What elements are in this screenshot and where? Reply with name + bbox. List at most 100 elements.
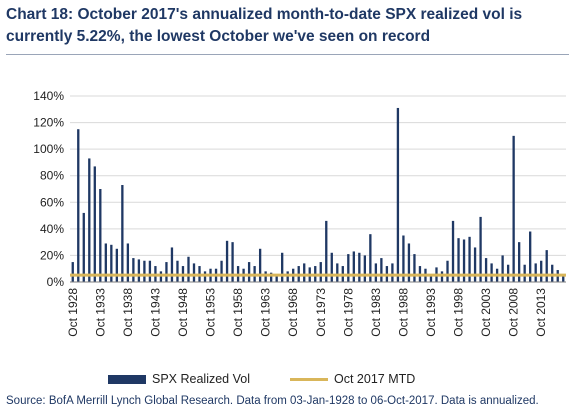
bar-oct-1944 xyxy=(159,271,163,282)
bar-oct-1933 xyxy=(99,189,102,282)
x-tick-label: Oct 1958 xyxy=(231,288,245,337)
y-tick-label: 140% xyxy=(33,89,64,103)
bar-oct-1942 xyxy=(148,260,152,282)
bar-oct-2008 xyxy=(512,135,515,282)
x-tick-label: Oct 1953 xyxy=(204,288,218,337)
bar-oct-1976 xyxy=(336,263,339,282)
bar-oct-1984 xyxy=(380,258,383,282)
bar-oct-2002 xyxy=(479,216,482,282)
bar-oct-1931 xyxy=(88,158,91,282)
bar-oct-1988 xyxy=(402,235,405,282)
bar-oct-1999 xyxy=(462,239,466,282)
bar-oct-1949 xyxy=(187,256,190,282)
bar-oct-1990 xyxy=(413,254,416,282)
bar-oct-1974 xyxy=(325,220,328,282)
bar-oct-1967 xyxy=(286,271,289,282)
bar-oct-1987 xyxy=(396,107,400,282)
bar-oct-1930 xyxy=(82,212,85,282)
legend-item-spx: SPX Realized Vol xyxy=(108,372,250,386)
title-divider xyxy=(6,54,569,55)
bar-oct-1970 xyxy=(303,263,306,282)
bar-oct-1936 xyxy=(115,248,119,282)
x-tick-label: Oct 1973 xyxy=(314,288,328,337)
bar-oct-1975 xyxy=(330,252,333,282)
chart: 0% 20% 40% 60% 80% 100% 120% 140% Oct 1928 Oct 1… xyxy=(33,89,566,337)
bar-oct-2000 xyxy=(468,236,471,282)
x-tick-label: Oct 1988 xyxy=(396,288,410,337)
bar-oct-1938 xyxy=(126,243,130,282)
y-tick-label: 20% xyxy=(40,248,64,262)
bar-oct-1960 xyxy=(247,262,251,282)
bar-oct-1989 xyxy=(407,243,411,282)
bar-oct-1940 xyxy=(137,259,141,282)
x-tick-label: Oct 1928 xyxy=(66,288,80,337)
source-note: Source: BofA Merrill Lynch Global Resear… xyxy=(6,395,539,407)
y-tick-label: 60% xyxy=(40,195,64,209)
legend: SPX Realized Vol Oct 2017 MTD xyxy=(0,372,575,388)
bar-oct-1957 xyxy=(231,242,234,282)
legend-item-mtd: Oct 2017 MTD xyxy=(290,372,415,386)
bar-oct-2004 xyxy=(490,263,493,282)
x-tick-label: Oct 1993 xyxy=(424,288,438,337)
y-axis-labels: 0% 20% 40% 60% 80% 100% 120% 140% xyxy=(33,89,64,289)
bar-oct-1978 xyxy=(347,254,350,282)
x-tick-label: Oct 1938 xyxy=(121,288,135,337)
bar-oct-2012 xyxy=(534,263,537,282)
bar-oct-1983 xyxy=(374,263,378,282)
y-tick-label: 0% xyxy=(47,275,65,289)
bar-oct-1956 xyxy=(225,240,229,282)
bar-oct-2015 xyxy=(551,264,554,282)
bar-oct-2006 xyxy=(501,255,504,282)
bar-oct-1995 xyxy=(440,271,444,282)
bar-oct-1973 xyxy=(319,262,322,282)
bar-oct-2010 xyxy=(523,264,526,282)
bar-oct-1962 xyxy=(258,248,262,282)
legend-label-spx: SPX Realized Vol xyxy=(152,372,250,386)
bar-oct-1964 xyxy=(269,272,273,282)
x-tick-label: Oct 1963 xyxy=(259,288,273,337)
bar-oct-1981 xyxy=(363,255,367,282)
bar-oct-2017 xyxy=(562,275,565,282)
x-tick-label: Oct 2013 xyxy=(534,288,548,337)
bar-oct-2009 xyxy=(517,242,521,282)
x-axis-labels: Oct 1928 Oct 1933 Oct 1938 Oct 1943 Oct 1948… xyxy=(66,288,548,337)
grid-lines xyxy=(70,95,566,256)
bar-oct-1929 xyxy=(77,129,80,282)
bar-oct-1939 xyxy=(132,258,135,282)
bar-oct-2014 xyxy=(545,250,548,282)
bar-oct-1950 xyxy=(192,263,196,282)
bar-oct-1945 xyxy=(165,262,168,282)
legend-swatch-spx xyxy=(108,374,146,384)
bar-oct-1966 xyxy=(281,252,284,282)
bar-oct-1979 xyxy=(352,251,355,282)
bar-oct-1934 xyxy=(104,243,107,282)
y-tick-label: 120% xyxy=(33,116,64,130)
bar-oct-1955 xyxy=(220,260,223,282)
bar-oct-2003 xyxy=(484,258,488,282)
bar-oct-1996 xyxy=(446,260,449,282)
x-tick-label: Oct 1948 xyxy=(176,288,190,337)
bar-oct-1941 xyxy=(143,260,146,282)
bar-oct-1937 xyxy=(121,185,124,282)
bar-oct-1952 xyxy=(203,271,207,282)
bar-oct-1993 xyxy=(429,274,433,282)
y-tick-label: 100% xyxy=(33,142,64,156)
x-tick-label: Oct 2008 xyxy=(507,288,521,337)
x-tick-label: Oct 1968 xyxy=(286,288,300,337)
bar-oct-1932 xyxy=(93,166,96,282)
bar-oct-1947 xyxy=(176,260,179,282)
bar-oct-2013 xyxy=(540,260,543,282)
x-tick-label: Oct 2003 xyxy=(479,288,493,337)
bar-oct-1963 xyxy=(264,271,267,282)
y-tick-label: 40% xyxy=(40,222,64,236)
bar-oct-1928 xyxy=(71,262,74,282)
chart-title: Chart 18: October 2017's annualized mont… xyxy=(6,6,523,45)
x-tick-label: Oct 1943 xyxy=(148,288,162,337)
x-tick-label: Oct 1983 xyxy=(369,288,383,337)
x-tick-label: Oct 1978 xyxy=(341,288,355,337)
bar-oct-1935 xyxy=(110,244,113,282)
y-tick-label: 80% xyxy=(40,169,64,183)
legend-swatch-mtd xyxy=(290,377,328,381)
legend-label-mtd: Oct 2017 MTD xyxy=(334,372,416,386)
bar-oct-2007 xyxy=(506,264,510,282)
